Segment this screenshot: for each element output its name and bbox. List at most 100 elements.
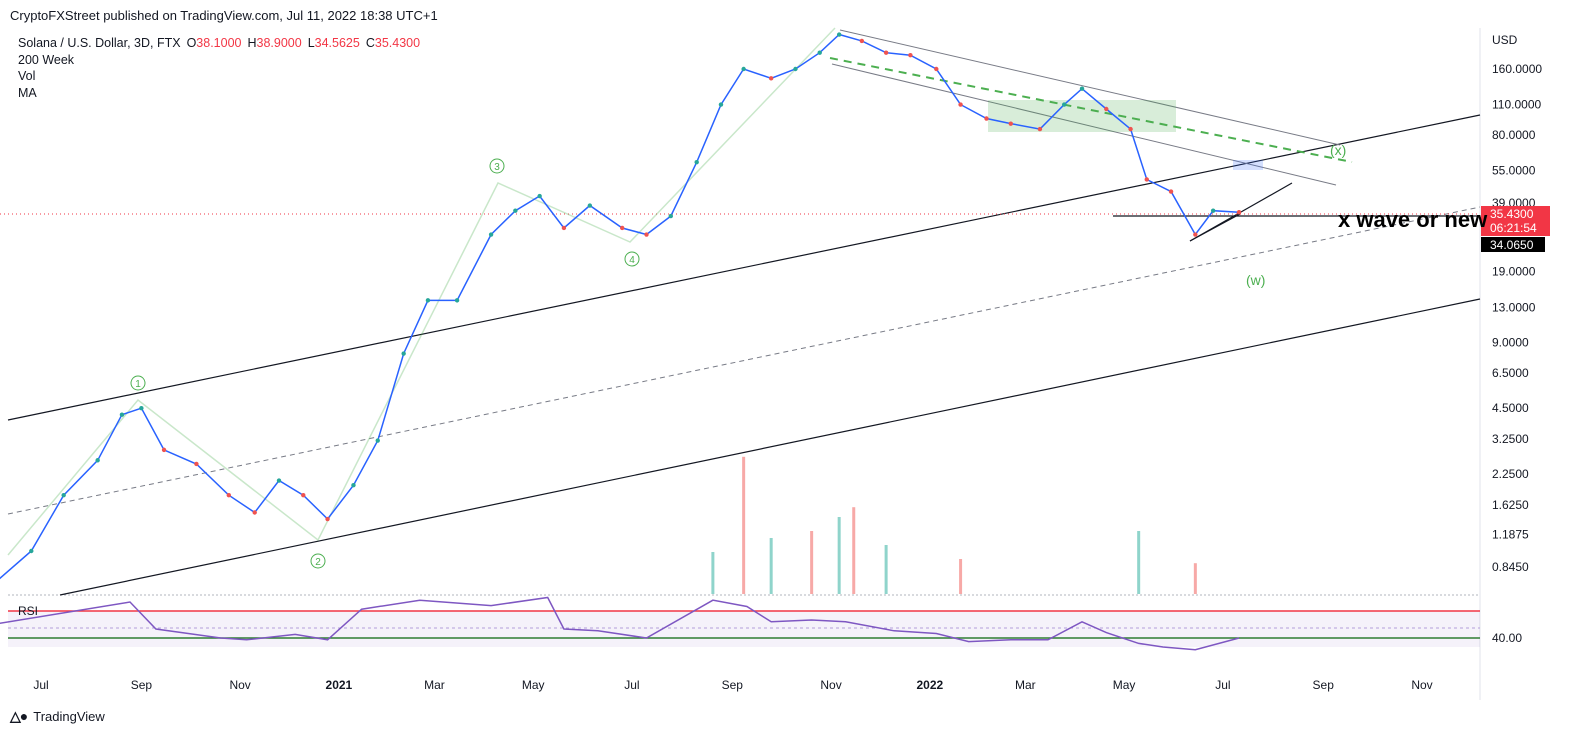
wave-circle: [489, 158, 505, 174]
rsi-tick-label: 40.00: [1492, 631, 1522, 645]
price-point: [1210, 208, 1216, 213]
time-tick-label: Sep: [1313, 678, 1335, 692]
high-label: H: [247, 36, 257, 50]
price-axis[interactable]: 160.0000110.000080.000055.000039.000019.…: [1481, 62, 1550, 574]
price-point: [587, 203, 593, 208]
wave-circle: [624, 251, 640, 267]
blue-zone: [1233, 160, 1263, 170]
wave-x-label: (x): [1330, 142, 1346, 158]
volume-bar: [769, 538, 773, 594]
volume-bar: [837, 517, 841, 594]
price-point: [718, 102, 724, 107]
level-badge: 34.0650: [1481, 237, 1545, 252]
price-point: [793, 66, 798, 72]
price-tick-label: 1.1875: [1492, 528, 1529, 542]
trend-lines: [0, 27, 1481, 596]
price-point: [1128, 126, 1133, 132]
price-point: [741, 66, 746, 72]
volume-bars: [711, 456, 1197, 594]
time-tick-label: 2022: [916, 678, 943, 692]
volume-bar: [1193, 563, 1197, 594]
price-tick-label: 160.0000: [1492, 62, 1542, 76]
open-label: O: [186, 36, 197, 50]
price-tick-label: 0.8450: [1492, 560, 1529, 574]
time-tick-label: Jul: [1215, 678, 1230, 692]
price-point: [139, 405, 144, 411]
price-tick-label: 9.0000: [1492, 335, 1529, 349]
price-point: [61, 492, 66, 498]
upper-channel-line: [7, 114, 1481, 421]
volume-bar: [1137, 531, 1141, 594]
price-point: [513, 208, 518, 213]
price-point: [561, 225, 567, 231]
price-point: [301, 492, 306, 498]
open-value: 38.1000: [196, 36, 242, 50]
volume-bar: [852, 507, 856, 594]
close-value: 35.4300: [374, 36, 421, 50]
indicator-200-week[interactable]: 200 Week: [18, 52, 75, 67]
price-point: [620, 225, 625, 231]
time-tick-label: Sep: [131, 678, 153, 692]
price-point: [1144, 177, 1149, 182]
last-price-countdown: 06:21:54: [1490, 221, 1537, 235]
price-point: [537, 193, 542, 199]
price-point: [1104, 106, 1109, 112]
price-point: [1037, 126, 1043, 132]
price-point: [194, 461, 199, 467]
tradingview-logo-icon: △●: [10, 708, 28, 724]
price-point: [1168, 189, 1174, 194]
level-box: [1481, 237, 1545, 252]
wave-circle: [130, 375, 146, 391]
volume-bar: [959, 559, 963, 594]
indicator-ma[interactable]: MA: [18, 85, 37, 100]
price-point: [1079, 86, 1085, 91]
time-axis[interactable]: Jul Sep Nov 2021 Mar May Jul Sep Nov 2022 Mar May Ju…: [33, 678, 1432, 692]
low-value: 34.5625: [314, 36, 360, 50]
footer: △● TradingView: [10, 708, 105, 725]
price-tick-label: 3.2500: [1492, 432, 1529, 446]
time-tick-label: Jul: [33, 678, 48, 692]
close-label: C: [365, 36, 375, 50]
volume-bar: [884, 545, 888, 594]
price-series: [0, 32, 1242, 580]
price-point: [817, 50, 822, 55]
price-point: [351, 482, 356, 488]
price-point: [454, 298, 460, 303]
ohlc-row: Solana / U.S. Dollar, 3D, FTX O38.1000 H38…: [18, 35, 426, 52]
price-tick-label: 1.6250: [1492, 498, 1529, 512]
price-point: [934, 66, 939, 72]
green-zone: [988, 100, 1176, 132]
price-point: [95, 458, 100, 463]
price-point: [1236, 209, 1242, 215]
price-point: [768, 76, 774, 81]
time-tick-label: Nov: [820, 678, 841, 692]
price-point: [252, 510, 257, 515]
price-point: [29, 548, 34, 554]
wave-number: 1: [135, 379, 141, 390]
price-tick-label: 4.5000: [1492, 401, 1529, 415]
time-tick-label: Jul: [624, 678, 639, 692]
wave-number: 3: [494, 162, 500, 173]
symbol-label: Solana / U.S. Dollar, 3D, FTX: [18, 36, 181, 50]
price-point: [375, 438, 380, 443]
price-point: [488, 232, 494, 237]
wave-annotation: x wave or new: [1338, 207, 1488, 232]
indicator-vol[interactable]: Vol: [18, 69, 36, 83]
last-price-box: [1481, 206, 1550, 236]
price-point: [668, 213, 673, 219]
elliott-wave-path: [7, 27, 836, 556]
annotations: x wave or new (x) (w) 1 2 3 4: [130, 142, 1488, 569]
level-value: 34.0650: [1490, 238, 1534, 252]
price-point: [836, 32, 842, 37]
last-price-value: 35.4300: [1490, 207, 1534, 221]
rsi-line: [0, 596, 1240, 651]
price-point: [1062, 102, 1067, 107]
time-tick-label: Mar: [1015, 678, 1036, 692]
price-point: [1193, 232, 1198, 237]
price-point: [859, 38, 865, 44]
price-tick-label: 2.2500: [1492, 467, 1529, 481]
price-tick-label: 6.5000: [1492, 366, 1529, 380]
wave-w-label: (w): [1246, 272, 1265, 288]
